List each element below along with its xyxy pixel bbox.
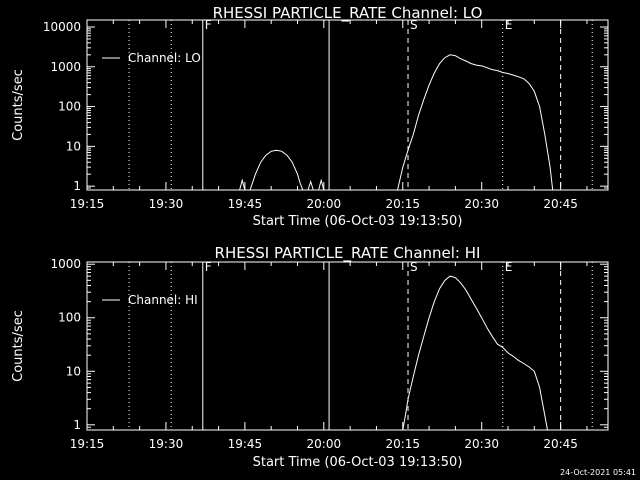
marker-label: F bbox=[205, 260, 212, 274]
y-tick-label: 100 bbox=[58, 100, 81, 114]
x-tick-label: 19:30 bbox=[149, 437, 184, 451]
marker-label: S bbox=[410, 18, 418, 32]
series-line bbox=[397, 54, 554, 191]
x-tick-label: 20:45 bbox=[543, 197, 578, 211]
lo-channel-panel: RHESSI PARTICLE_RATE Channel: LO Start Ti… bbox=[11, 4, 609, 229]
marker-label: F bbox=[205, 18, 212, 32]
x-tick-label: 19:15 bbox=[70, 197, 105, 211]
x-tick-label: 19:30 bbox=[149, 197, 184, 211]
y-tick-label: 1000 bbox=[50, 257, 81, 271]
x-tick-label: 20:15 bbox=[385, 437, 420, 451]
y-tick-label: 1 bbox=[73, 418, 81, 432]
y-tick-label: 10000 bbox=[43, 20, 81, 34]
series-line bbox=[249, 149, 304, 191]
x-tick-label: 19:45 bbox=[228, 197, 263, 211]
y-tick-label: 10 bbox=[66, 139, 81, 153]
y-tick-label: 1 bbox=[73, 179, 81, 193]
marker-label: E bbox=[505, 18, 513, 32]
chart-title: RHESSI PARTICLE_RATE Channel: HI bbox=[215, 244, 481, 263]
x-tick-label: 20:00 bbox=[307, 197, 342, 211]
y-axis-label: Counts/sec bbox=[11, 310, 26, 382]
x-axis-label: Start Time (06-Oct-03 19:13:50) bbox=[253, 214, 463, 229]
series-line bbox=[318, 178, 325, 191]
hi-channel-panel: RHESSI PARTICLE_RATE Channel: HI Start Ti… bbox=[11, 244, 609, 470]
chart-title: RHESSI PARTICLE_RATE Channel: LO bbox=[213, 4, 483, 23]
y-tick-label: 100 bbox=[58, 311, 81, 325]
x-tick-label: 19:45 bbox=[228, 437, 263, 451]
x-tick-label: 20:15 bbox=[385, 197, 420, 211]
series-line bbox=[402, 275, 548, 431]
x-tick-label: 20:45 bbox=[543, 437, 578, 451]
x-axis-label: Start Time (06-Oct-03 19:13:50) bbox=[253, 455, 463, 470]
legend-label: Channel: HI bbox=[128, 293, 198, 307]
marker-label: S bbox=[410, 260, 418, 274]
series-line bbox=[239, 178, 246, 191]
footer-timestamp: 24-Oct-2021 05:41 bbox=[560, 468, 636, 477]
x-tick-label: 20:30 bbox=[464, 437, 499, 451]
x-tick-label: 19:15 bbox=[70, 437, 105, 451]
plot-frame bbox=[86, 261, 609, 431]
plot-frame bbox=[86, 19, 609, 191]
x-tick-label: 20:30 bbox=[464, 197, 499, 211]
series-line bbox=[307, 179, 314, 191]
marker-label: E bbox=[505, 260, 513, 274]
x-tick-label: 20:00 bbox=[307, 437, 342, 451]
y-tick-label: 1000 bbox=[50, 60, 81, 74]
legend-label: Channel: LO bbox=[128, 51, 201, 65]
y-axis-label: Counts/sec bbox=[11, 69, 26, 141]
y-tick-label: 10 bbox=[66, 364, 81, 378]
